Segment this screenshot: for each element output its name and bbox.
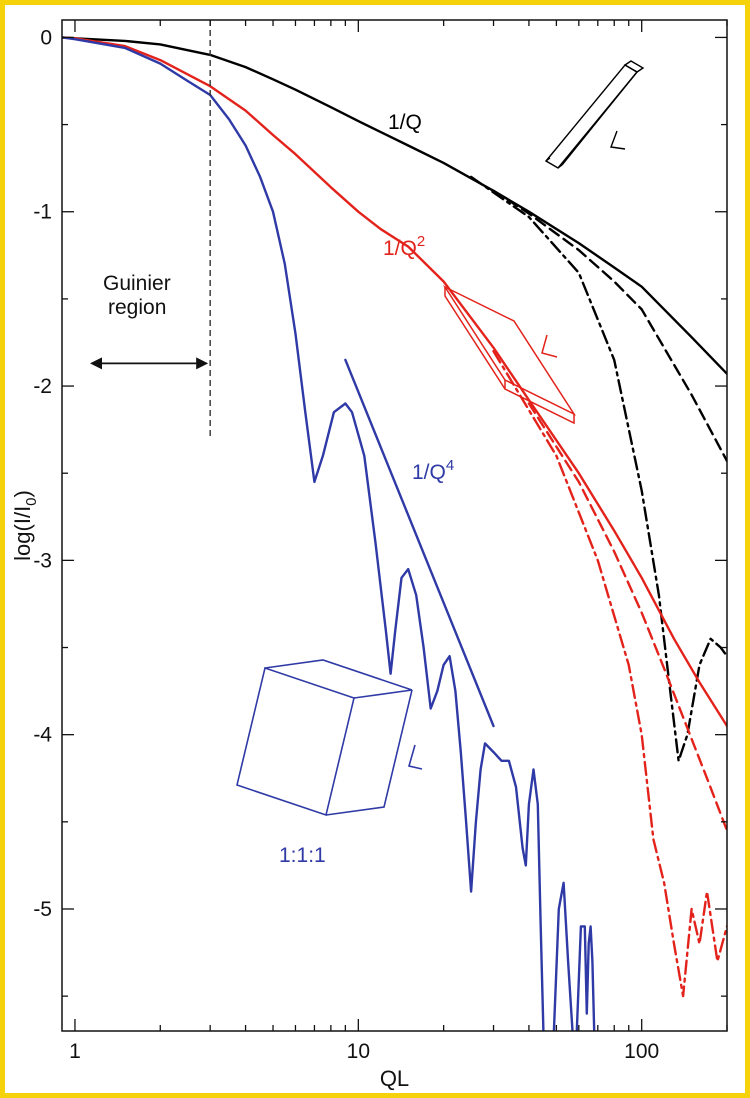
series-line-7 [62,36,545,1031]
tick-marks [62,20,728,1031]
plot-area-frame [61,19,728,1032]
series-line-10 [344,358,495,728]
label-one-over-q4-base: 1/Q [412,461,446,484]
guinier-arrowhead-left [90,357,102,370]
series-line-9 [575,925,596,1031]
y-tick-label: -3 [33,549,52,572]
y-tick-label: 0 [40,26,52,49]
rod-length-label: L [5,5,17,10]
y-tick-label: -4 [33,724,52,747]
cube-shape-icon [236,659,423,817]
tick-labels: 1 10 100 0 -1 -2 -3 -4 -5 [33,26,659,1063]
x-tick-label: 10 [347,1040,370,1063]
y-axis-title-main: log(I/I [10,506,35,561]
label-one-over-q2-base: 1/Q [383,237,417,260]
label-one-over-q2: 1/Q2 [383,233,425,260]
x-axis-title: QL [380,1066,409,1091]
y-axis-title-sub: 0 [23,497,40,505]
series-line-6 [492,350,727,998]
x-tick-label: 100 [624,1040,659,1063]
series-line-3 [469,175,727,762]
y-axis-title: log(I/I0) [10,490,40,561]
series-line-2 [492,189,727,463]
scattering-chart: Guinier region 1/Q 1/Q2 1/Q4 1:1:1 L [5,5,728,1091]
guinier-label-line1: Guinier [103,272,171,295]
y-tick-label: -5 [33,898,52,921]
label-one-over-q: 1/Q [388,111,422,134]
plate-shape-icon [442,285,577,425]
series-line-1 [62,36,727,375]
series-line-5 [527,402,727,832]
label-one-over-q2-exp: 2 [417,233,425,250]
guinier-label-line2: region [108,296,166,319]
series-line-4 [62,36,727,728]
rod-shape-icon [544,60,645,169]
y-axis-title-close: ) [10,490,35,497]
guinier-arrowhead-right [196,357,209,370]
y-tick-label: -2 [33,375,52,398]
y-tick-label: -1 [33,201,52,224]
series-line-8 [552,881,574,1031]
curve-layer [62,36,727,1031]
x-tick-label: 1 [69,1040,81,1063]
label-cube-ratio: 1:1:1 [279,844,326,867]
label-one-over-q4-exp: 4 [446,457,454,474]
label-one-over-q4: 1/Q4 [412,457,454,484]
